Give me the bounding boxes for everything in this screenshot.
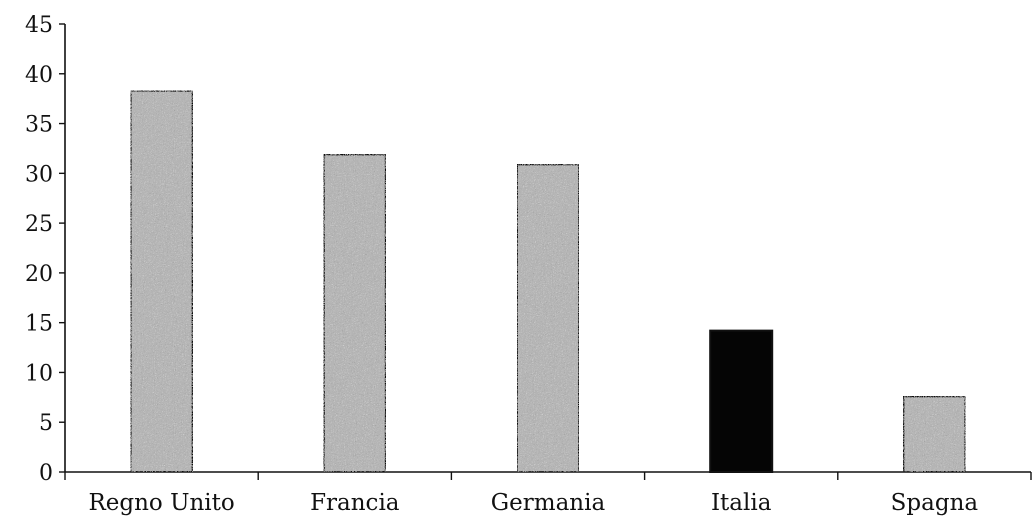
y-tick-label: 15 bbox=[25, 312, 53, 337]
bar bbox=[322, 153, 387, 473]
y-tick-label: 0 bbox=[39, 461, 53, 486]
bar bbox=[129, 89, 194, 474]
x-category-label: Francia bbox=[310, 490, 400, 516]
y-tick-label: 40 bbox=[25, 63, 53, 88]
x-category-label: Spagna bbox=[891, 490, 979, 516]
y-tick-label: 10 bbox=[25, 361, 53, 386]
bar bbox=[902, 395, 967, 473]
x-category-label: Italia bbox=[711, 490, 772, 516]
bar bbox=[709, 329, 774, 473]
labels: 0 5 10 15 20 25 30 35 40 45 Regno Unito Francia Germ… bbox=[25, 13, 978, 516]
x-category-label: Regno Unito bbox=[88, 490, 234, 516]
y-tick-label: 30 bbox=[25, 162, 53, 187]
bar bbox=[516, 163, 580, 474]
bars bbox=[129, 89, 967, 474]
x-category-label: Germania bbox=[491, 490, 606, 516]
y-tick-label: 25 bbox=[25, 212, 53, 237]
y-tick-label: 45 bbox=[25, 13, 53, 38]
y-tick-label: 5 bbox=[39, 411, 53, 436]
y-tick-label: 20 bbox=[25, 262, 53, 287]
y-tick-label: 35 bbox=[25, 113, 53, 138]
